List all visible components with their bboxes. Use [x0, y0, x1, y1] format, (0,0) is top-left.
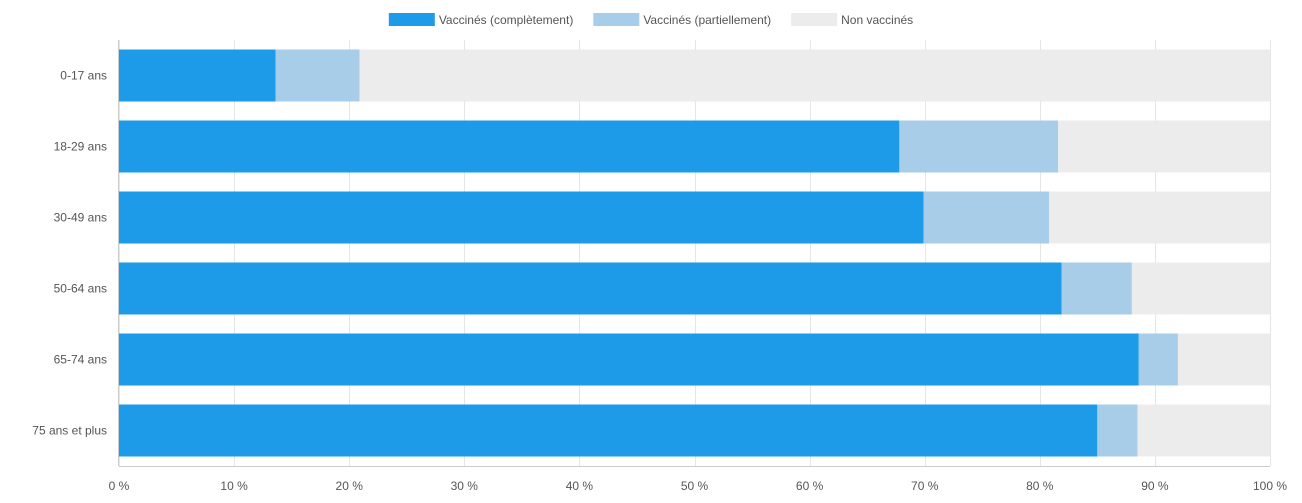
bar-none-4[interactable] [1177, 333, 1270, 386]
x-tick-label: 70 % [911, 479, 939, 493]
x-tick-label: 30 % [451, 479, 479, 493]
bar-partial-4[interactable] [1138, 333, 1178, 386]
bar-partial-5[interactable] [1097, 404, 1138, 457]
category-label: 75 ans et plus [32, 424, 107, 438]
legend-swatch [791, 13, 838, 26]
bar-complete-5[interactable] [119, 404, 1098, 457]
legend: Vaccinés (complètement) Vaccinés (partiel… [388, 13, 913, 27]
gridlines [119, 40, 1271, 466]
bars: 0-17 ans 18-29 ans 30-49 ans 50-64 ans 65-74… [32, 49, 1271, 457]
category-label: 50-64 ans [54, 282, 107, 296]
category-label: 65-74 ans [54, 353, 107, 367]
bar-partial-3[interactable] [1061, 262, 1132, 315]
bar-none-2[interactable] [1049, 191, 1270, 244]
x-tick-label: 90 % [1141, 479, 1169, 493]
bar-complete-2[interactable] [119, 191, 924, 244]
x-tick-label: 10 % [220, 479, 248, 493]
x-tick-label: 100 % [1253, 479, 1287, 493]
bar-partial-0[interactable] [275, 49, 360, 102]
bar-none-1[interactable] [1058, 120, 1270, 173]
legend-label: Vaccinés (complètement) [439, 13, 574, 27]
legend-item-2[interactable]: Non vaccinés [791, 13, 913, 27]
legend-label: Vaccinés (partiellement) [643, 13, 771, 27]
bar-partial-1[interactable] [899, 120, 1059, 173]
x-tick-label: 20 % [336, 479, 364, 493]
bar-none-5[interactable] [1137, 404, 1270, 457]
x-tick-label: 0 % [109, 479, 130, 493]
category-label: 18-29 ans [54, 140, 107, 154]
bar-none-0[interactable] [359, 49, 1271, 102]
legend-label: Non vaccinés [841, 13, 913, 27]
legend-item-1[interactable]: Vaccinés (partiellement) [593, 13, 771, 27]
x-tick-label: 50 % [681, 479, 709, 493]
bar-complete-0[interactable] [119, 49, 276, 102]
bar-complete-3[interactable] [119, 262, 1062, 315]
bar-partial-2[interactable] [923, 191, 1050, 244]
legend-item-0[interactable]: Vaccinés (complètement) [388, 13, 574, 27]
x-tick-labels: 0 % 10 % 20 % 30 % 40 % 50 % 60 % 70 % 80 % 90 % 1… [109, 479, 1288, 493]
bar-complete-4[interactable] [119, 333, 1139, 386]
bar-complete-1[interactable] [119, 120, 900, 173]
x-tick-label: 80 % [1026, 479, 1054, 493]
category-label: 30-49 ans [54, 211, 107, 225]
bar-none-3[interactable] [1131, 262, 1270, 315]
x-tick-label: 40 % [566, 479, 594, 493]
category-label: 0-17 ans [60, 69, 107, 83]
x-tick-label: 60 % [796, 479, 824, 493]
legend-swatch [593, 13, 640, 26]
legend-swatch [388, 13, 435, 26]
